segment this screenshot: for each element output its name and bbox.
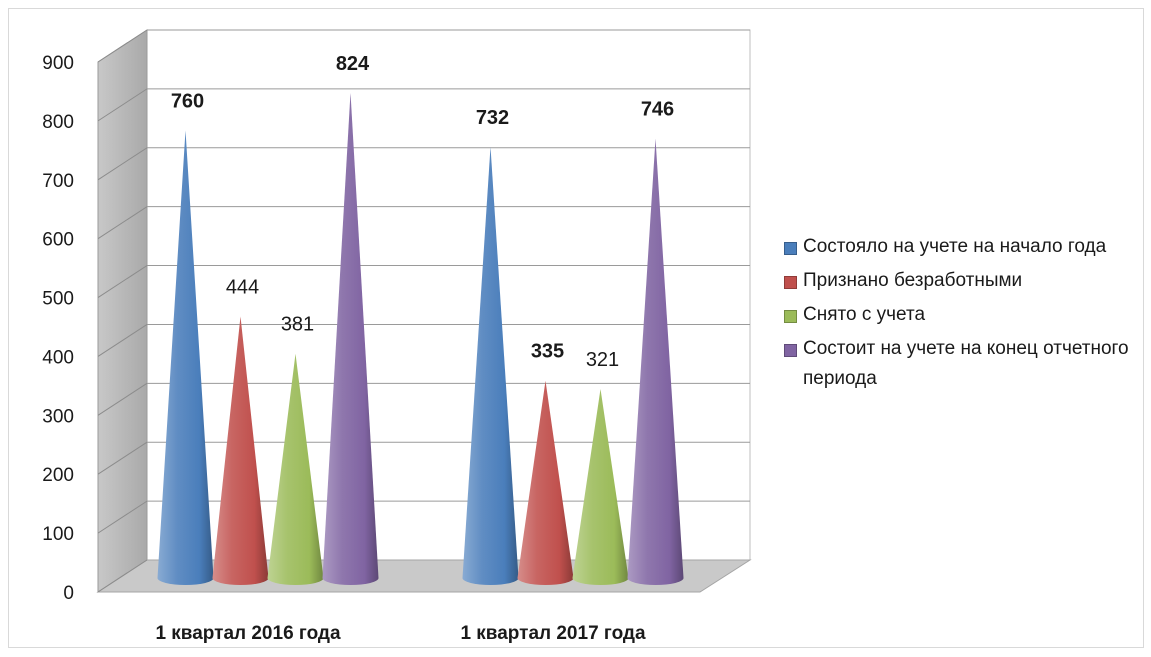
gridline-side <box>97 382 148 416</box>
cone-0-0 <box>157 130 214 586</box>
cone-series <box>157 92 684 586</box>
data-label-1-1: 335 <box>531 341 564 363</box>
x-category-label-1: 1 квартал 2017 года <box>460 623 646 644</box>
data-label-0-3: 824 <box>336 53 370 75</box>
data-label-1-0: 732 <box>476 107 509 129</box>
legend-item-1: Признано безработными <box>784 270 1144 296</box>
cone-0-3 <box>322 92 379 586</box>
cone-1-1 <box>517 380 574 586</box>
cone-0-1 <box>212 316 269 586</box>
side-wall <box>97 29 148 593</box>
y-tick-label: 900 <box>42 53 74 74</box>
legend-label-3: Состоит на учете на конец отчетного пери… <box>803 338 1129 389</box>
gridline-side <box>97 147 148 181</box>
gridline-side <box>97 559 148 593</box>
data-label-1-2: 321 <box>586 349 619 371</box>
legend-swatch-0 <box>784 242 797 255</box>
y-tick-label: 600 <box>42 230 74 251</box>
gridline-side <box>97 29 148 63</box>
data-label-0-2: 381 <box>281 314 314 336</box>
legend-swatch-3 <box>784 344 797 357</box>
legend: Состояло на учете на начало года Признан… <box>784 236 1144 402</box>
cone-1-0 <box>462 146 519 586</box>
gridline-side <box>97 324 148 357</box>
data-label-0-0: 760 <box>171 90 204 112</box>
legend-swatch-2 <box>784 310 797 323</box>
cone-1-2 <box>572 388 629 586</box>
data-label-0-1: 444 <box>226 277 259 299</box>
y-tick-label: 500 <box>42 289 74 310</box>
gridline-side <box>97 88 148 122</box>
cone-0-2 <box>267 353 324 586</box>
x-category-label-0: 1 квартал 2016 года <box>155 623 341 644</box>
data-label-1-3: 746 <box>641 99 674 121</box>
gridline-side <box>97 265 148 298</box>
y-tick-label: 800 <box>42 112 74 133</box>
gridline-side <box>97 206 148 240</box>
y-tick-label: 700 <box>42 171 74 192</box>
y-tick-label: 400 <box>42 347 74 368</box>
y-tick-label: 100 <box>42 524 74 545</box>
gridline-side <box>97 500 148 534</box>
y-axis-ticks: 0 100 200 300 400 500 600 700 800 900 <box>42 53 74 604</box>
cone-1-3 <box>627 138 684 586</box>
legend-label-1: Признано безработными <box>803 270 1023 291</box>
legend-swatch-1 <box>784 276 797 289</box>
legend-item-3: Состоит на учете на конец отчетного пери… <box>784 338 1144 394</box>
data-labels: 760 444 381 824 732 335 321 746 <box>171 53 674 371</box>
legend-label-2: Снято с учета <box>803 304 926 325</box>
legend-item-0: Состояло на учете на начало года <box>784 236 1144 262</box>
x-axis-categories: 1 квартал 2016 года 1 квартал 2017 года <box>155 623 646 644</box>
y-tick-label: 300 <box>42 406 74 427</box>
legend-item-2: Снято с учета <box>784 304 1144 330</box>
y-tick-label: 0 <box>63 583 74 604</box>
legend-label-0: Состояло на учете на начало года <box>803 236 1107 257</box>
y-tick-label: 200 <box>42 465 74 486</box>
gridline-side <box>97 441 148 475</box>
